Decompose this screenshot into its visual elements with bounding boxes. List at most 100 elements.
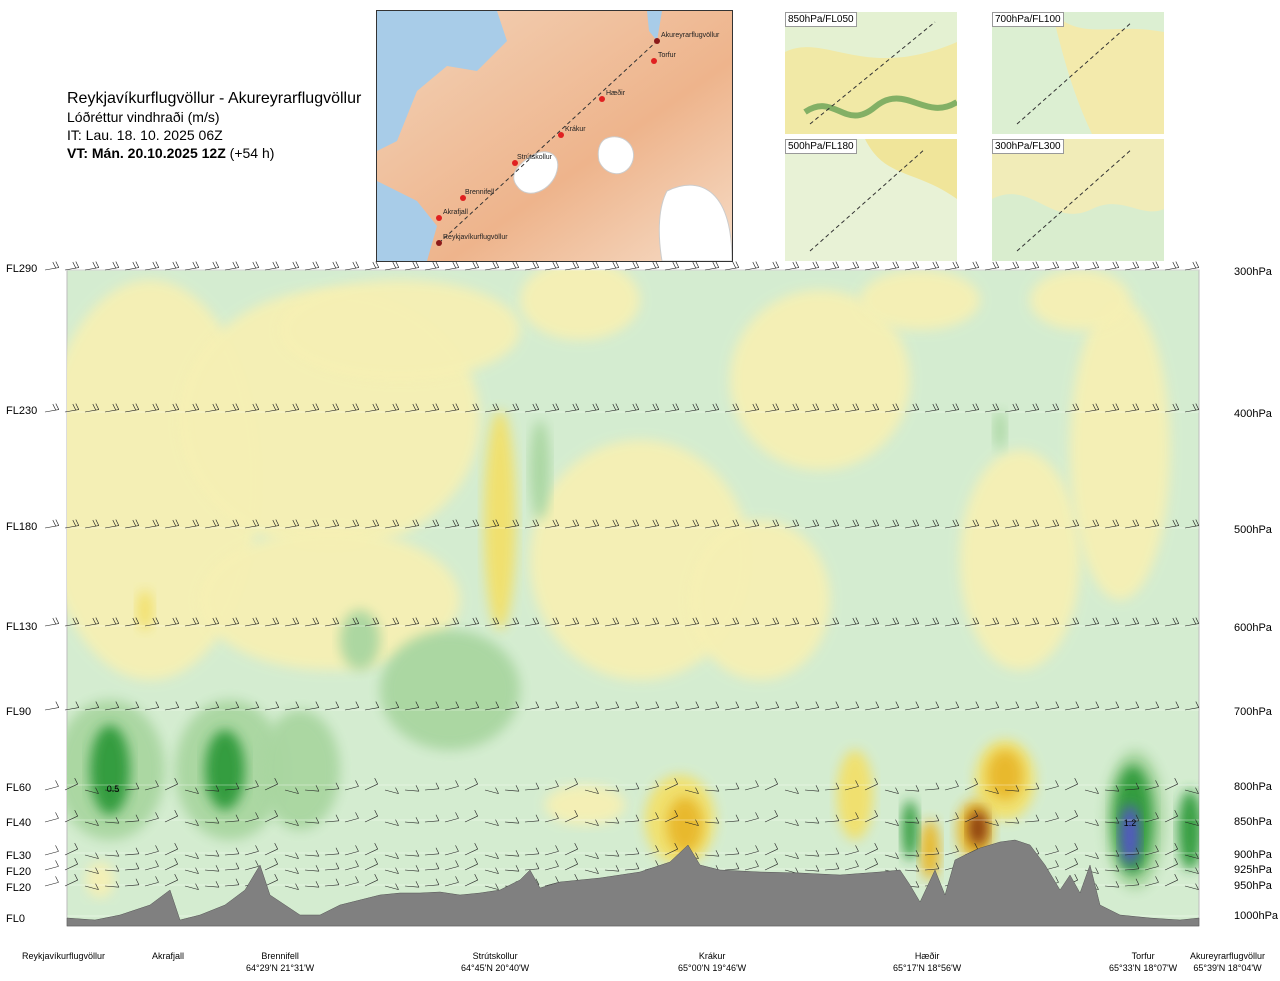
wind-barb-feather <box>1172 519 1177 527</box>
wind-barb-feather <box>995 867 999 874</box>
wind-barb-shaft <box>184 789 199 794</box>
wind-barb-shaft <box>584 707 599 711</box>
wind-barb-feather <box>795 403 800 410</box>
wind-barb-feather <box>995 519 1000 526</box>
wind-barb-shaft <box>364 815 378 823</box>
wind-barb-feather <box>955 876 959 883</box>
wind-barb-shaft <box>884 821 899 826</box>
wind-barb-shaft <box>904 707 919 711</box>
wind-barb-feather <box>115 403 120 410</box>
field-blob <box>1178 790 1199 870</box>
wind-barb-shaft <box>64 267 79 271</box>
waypoint-haedir: Hæðir 65°17'N 18°56'W <box>893 950 961 974</box>
wind-barb-shaft <box>324 707 339 711</box>
wind-barb-feather <box>335 617 340 624</box>
wind-barb-feather <box>1075 617 1080 624</box>
wind-barb-feather <box>575 617 580 624</box>
wind-barb-shaft <box>884 885 899 890</box>
wind-barb-shaft <box>684 869 699 874</box>
wind-barb-shaft <box>924 820 939 823</box>
wind-barb-feather <box>235 519 240 526</box>
wind-barb-feather <box>174 873 178 881</box>
p-label-1000: 1000hPa <box>1234 910 1279 922</box>
p-label-600: 600hPa <box>1234 622 1272 634</box>
wind-barb-feather <box>595 261 600 268</box>
wind-barb-shaft <box>184 623 199 627</box>
wind-barb-feather <box>972 261 977 269</box>
wind-barb-shaft <box>1144 786 1159 791</box>
wind-barb-shaft <box>104 821 119 824</box>
wind-barb-feather <box>174 777 178 785</box>
wind-barb-shaft <box>1104 869 1119 872</box>
wind-barb-shaft <box>924 868 939 871</box>
wind-barb-shaft <box>1044 866 1059 871</box>
wind-barb-feather <box>1074 809 1078 817</box>
wind-barb-feather <box>652 403 657 411</box>
wind-barb-shaft <box>264 879 278 887</box>
wind-barb-feather <box>515 881 520 888</box>
wind-barb-feather <box>215 865 220 872</box>
wind-barb-shaft <box>44 851 59 856</box>
wind-barb-feather <box>95 883 99 890</box>
wind-barb-feather <box>675 617 680 624</box>
wind-barb-feather <box>152 519 157 527</box>
wind-barb-feather <box>95 519 100 526</box>
wind-barb-feather <box>915 261 920 268</box>
wind-barb-feather <box>532 519 537 527</box>
wind-barb-feather <box>832 519 837 527</box>
wind-barb-feather <box>575 403 580 410</box>
wind-barb-shaft <box>584 821 599 826</box>
waypoint-strutskollur-coord: 64°45'N 20°40'W <box>461 963 530 973</box>
wind-barb-feather <box>772 617 777 625</box>
wind-barb-shaft <box>524 409 539 413</box>
wind-barb-feather <box>612 519 617 527</box>
wind-barb-feather <box>515 403 520 410</box>
wind-barb-feather <box>255 617 260 624</box>
wind-barb-shaft <box>844 623 859 627</box>
wind-barb-feather <box>615 617 620 624</box>
wind-barb-feather <box>1035 847 1040 854</box>
wind-barb-feather <box>232 519 237 527</box>
wind-barb-shaft <box>864 863 878 871</box>
wind-barb-feather <box>1055 617 1060 624</box>
wind-barb-shaft <box>584 885 599 890</box>
wind-barb-shaft <box>324 820 339 823</box>
wind-barb-feather <box>935 862 940 869</box>
wind-barb-feather <box>955 780 959 787</box>
wind-barb-feather <box>355 780 359 787</box>
wind-barb-feather <box>1195 617 1200 624</box>
wind-barb-feather <box>1135 519 1140 526</box>
wind-barb-shaft <box>64 525 79 529</box>
wind-barb-feather <box>475 261 480 268</box>
wind-barb-shaft <box>1104 885 1119 888</box>
waypoint-strutskollur-name: Strútskollur <box>472 951 518 961</box>
wind-barb-shaft <box>424 267 439 271</box>
wind-barb-shaft <box>424 853 439 856</box>
mini-map-300-bg <box>992 139 1164 261</box>
wind-barb-shaft <box>1064 879 1078 887</box>
wind-barb-feather <box>1075 261 1080 268</box>
wind-barb-shaft <box>1144 409 1159 413</box>
mini-map-850-label: 850hPa/FL050 <box>785 12 857 27</box>
route-point-marker <box>558 132 564 138</box>
wind-barb-feather <box>915 519 920 526</box>
wind-barb-feather <box>815 403 820 410</box>
wind-barb-feather <box>1115 817 1120 824</box>
p-label-700: 700hPa <box>1234 706 1272 718</box>
wind-barb-shaft <box>1004 525 1019 529</box>
wind-barb-shaft <box>84 409 99 413</box>
wind-barb-feather <box>592 403 597 411</box>
wind-barb-feather <box>195 519 200 526</box>
wind-barb-feather <box>835 847 840 854</box>
wind-barb-feather <box>595 819 599 826</box>
wind-barb-feather <box>375 261 380 268</box>
wind-barb-feather <box>172 261 177 269</box>
wind-barb-feather <box>752 261 757 269</box>
wind-barb-feather <box>135 701 140 708</box>
wind-barb-feather <box>1072 617 1077 625</box>
wind-barb-shaft <box>344 818 359 823</box>
p-label-850: 850hPa <box>1234 816 1272 828</box>
wind-barb-shaft <box>1084 789 1099 794</box>
wind-barb-feather <box>135 617 140 624</box>
wind-barb-feather <box>1172 403 1177 411</box>
